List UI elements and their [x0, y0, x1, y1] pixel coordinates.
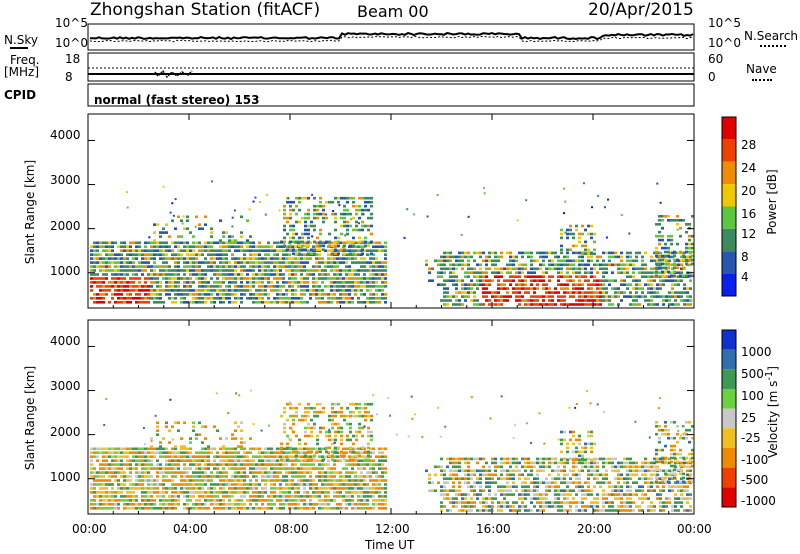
nave-tick-bottom: 0 — [708, 70, 716, 84]
power-cbar-tick-20: 20 — [741, 184, 757, 198]
velocity-cbar-tick-neg25: -25 — [741, 431, 761, 445]
xtick-0000-end: 00:00 — [677, 522, 712, 536]
power-panel — [87, 113, 695, 309]
velocity-cbar-tick-1000: 1000 — [741, 345, 772, 359]
xtick-1600: 16:00 — [476, 522, 511, 536]
nsky-strip-frame — [87, 23, 695, 51]
nave-tick-top: 60 — [708, 52, 724, 66]
power-cbar-tick-16: 16 — [741, 207, 757, 221]
power-ytick-2000: 2000 — [50, 219, 81, 233]
velocity-ytick-1000: 1000 — [50, 470, 81, 484]
freq-label: Freq. — [10, 53, 40, 67]
nsky-legend-line — [10, 47, 28, 49]
nsearch-label: N.Search — [744, 29, 799, 43]
xtick-2000: 20:00 — [577, 522, 612, 536]
velocity-cbar-tick-neg100: -100 — [741, 453, 769, 467]
nsearch-series — [89, 35, 694, 43]
velocity-cbar-tick-neg500: -500 — [741, 473, 769, 487]
power-ytick-3000: 3000 — [50, 173, 81, 187]
velocity-cbar-tick-500: 500 — [741, 367, 764, 381]
velocity-cbar-tick-100: 100 — [741, 389, 764, 403]
freq-unit-label: [MHz] — [4, 65, 40, 79]
station-title: Zhongshan Station (fitACF) — [90, 0, 321, 20]
power-ytick-1000: 1000 — [50, 264, 81, 278]
nsky-label: N.Sky — [4, 33, 39, 47]
velocity-cbar-tick-neg1000: -1000 — [741, 494, 776, 508]
beam-label: Beam 00 — [357, 2, 429, 21]
power-cbar-tick-24: 24 — [741, 161, 757, 175]
velocity-y-axis-title: Slant Range [km] — [23, 365, 37, 471]
nsearch-legend-line — [760, 45, 786, 47]
freq-strip-frame — [87, 52, 695, 82]
velocity-colorbar-title: Velocity [m s-1] — [764, 366, 780, 458]
power-ytick-4000: 4000 — [50, 128, 81, 142]
x-axis-title: Time UT — [365, 538, 415, 552]
nsky-series — [90, 32, 694, 41]
xtick-0000: 00:00 — [72, 522, 107, 536]
nsky-tick-bottom: 10^0 — [55, 36, 88, 50]
freq-tick-top: 18 — [65, 52, 81, 66]
xtick-1200: 12:00 — [375, 522, 410, 536]
cpid-label: CPID — [4, 88, 37, 102]
velocity-ytick-2000: 2000 — [50, 425, 81, 439]
freq-tick-bottom: 8 — [65, 70, 73, 84]
nsky-tick-top: 10^5 — [55, 16, 88, 30]
xtick-0400: 04:00 — [173, 522, 208, 536]
date-label: 20/Apr/2015 — [588, 0, 694, 20]
cpid-text: normal (fast stereo) 153 — [94, 93, 260, 107]
velocity-panel — [87, 319, 695, 515]
nsearch-tick-top: 10^5 — [708, 16, 741, 30]
velocity-ytick-4000: 4000 — [50, 334, 81, 348]
xtick-0800: 08:00 — [274, 522, 309, 536]
power-cbar-tick-8: 8 — [741, 250, 749, 264]
power-y-axis-title: Slant Range [km] — [23, 159, 37, 265]
power-cbar-tick-12: 12 — [741, 227, 757, 241]
cpid-strip-frame — [87, 83, 695, 107]
velocity-ytick-3000: 3000 — [50, 379, 81, 393]
power-cbar-tick-28: 28 — [741, 138, 757, 152]
nave-dip — [154, 69, 193, 79]
nave-label: Nave — [746, 62, 777, 76]
power-cbar-tick-4: 4 — [741, 270, 749, 284]
power-colorbar-title: Power [dB] — [765, 169, 779, 235]
nave-legend-line — [752, 79, 772, 81]
velocity-cbar-tick-25: 25 — [741, 411, 757, 425]
nsearch-tick-bottom: 10^0 — [708, 36, 741, 50]
